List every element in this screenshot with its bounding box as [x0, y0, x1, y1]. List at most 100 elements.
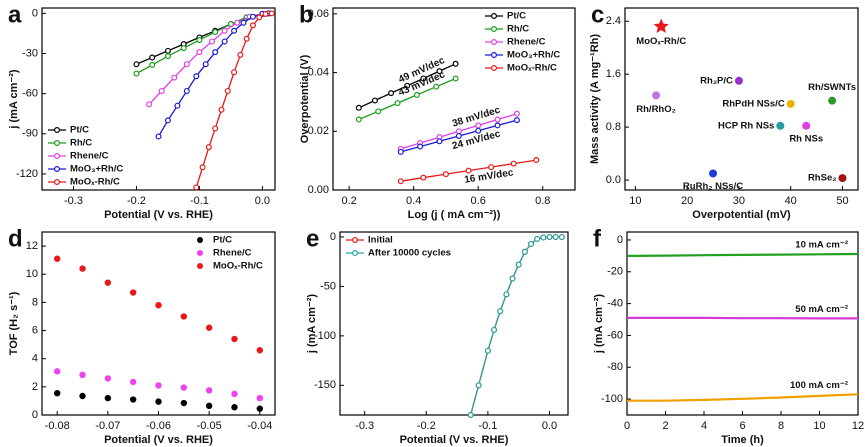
panel-label: d	[8, 225, 23, 252]
legend-label: Rhene/C	[213, 248, 252, 259]
x-tick-label: 10	[813, 420, 825, 432]
point-marker	[488, 164, 495, 171]
x-axis-label: Log (j ( mA cm⁻²))	[408, 209, 501, 221]
legend-marker	[53, 140, 60, 147]
legend-marker	[352, 250, 359, 257]
panel-label: f	[593, 225, 602, 252]
point-marker	[104, 394, 112, 402]
point-marker	[394, 100, 401, 107]
point-marker	[164, 47, 171, 54]
legend-marker	[491, 38, 498, 45]
series-line	[195, 12, 272, 188]
point-marker	[397, 148, 404, 155]
point-marker	[268, 10, 275, 17]
point-marker	[104, 375, 112, 382]
point-marker	[237, 51, 244, 58]
point-marker	[53, 368, 61, 375]
legend-marker	[53, 179, 60, 186]
point-marker	[375, 108, 382, 115]
point-marker	[355, 104, 362, 111]
y-tick-label: 0	[32, 409, 38, 421]
point-marker	[221, 38, 228, 45]
legend-label: Rhene/C	[507, 37, 546, 48]
legend-label: MoOₓ-Rh/C	[70, 177, 120, 188]
point-label: Rh NSs	[789, 133, 823, 144]
legend-label: Pt/C	[213, 235, 232, 246]
y-tick-label: 12	[26, 240, 38, 252]
x-tick-label: -0.06	[146, 420, 171, 432]
y-tick-label: 0.06	[308, 8, 329, 20]
legend-label: Initial	[368, 235, 393, 246]
point-marker	[828, 96, 837, 105]
point-marker	[802, 121, 811, 130]
point-marker	[256, 405, 264, 412]
x-axis-label: Time (h)	[721, 434, 764, 446]
x-axis-label: Potential (V vs. RHE)	[104, 209, 213, 221]
x-tick-label: -0.3	[64, 195, 83, 207]
point-marker	[158, 87, 165, 94]
point-marker	[212, 125, 219, 132]
point-marker	[205, 402, 213, 410]
x-tick-label: -0.04	[247, 420, 272, 432]
y-tick-label: -60	[607, 329, 623, 341]
point-marker	[420, 75, 427, 82]
point-marker	[183, 87, 190, 94]
point-marker	[540, 234, 547, 241]
point-marker	[104, 279, 112, 286]
y-tick-label: 0.8	[606, 121, 621, 133]
point-marker	[193, 73, 200, 80]
point-marker	[521, 248, 528, 255]
point-marker	[202, 61, 209, 68]
x-tick-label: -0.07	[95, 420, 120, 432]
point-marker	[413, 91, 420, 98]
point-marker	[709, 169, 718, 178]
point-marker	[155, 133, 162, 140]
point-marker	[243, 35, 250, 42]
x-tick-label: -0.2	[127, 195, 146, 207]
y-tick-label: 6	[32, 324, 38, 336]
y-axis-label: j (mA cm⁻²)	[8, 69, 20, 130]
point-marker	[256, 14, 263, 21]
legend-marker	[197, 250, 203, 256]
point-marker	[149, 54, 156, 61]
point-marker	[231, 335, 238, 343]
point-marker	[53, 255, 61, 262]
series-line	[626, 252, 859, 257]
y-tick-label: 0	[330, 231, 336, 243]
x-tick-label: 0.4	[406, 195, 421, 207]
point-marker	[420, 174, 427, 181]
legend-label: Rh/C	[507, 24, 529, 35]
legend-marker	[53, 126, 60, 133]
legend-label: MoOₓ-Rh/C	[507, 63, 557, 74]
point-marker	[164, 53, 171, 60]
x-tick-label: 30	[733, 195, 745, 207]
point-marker	[133, 70, 140, 77]
y-tick-label: -100	[601, 393, 623, 405]
point-marker	[436, 68, 443, 75]
point-marker	[193, 184, 200, 191]
y-tick-label: -120	[16, 168, 38, 180]
series-line	[627, 393, 859, 402]
y-tick-label: 0	[617, 234, 623, 246]
x-tick-label: -0.3	[355, 420, 374, 432]
point-marker	[262, 11, 269, 18]
point-marker	[146, 101, 153, 108]
point-marker	[231, 390, 238, 398]
point-marker	[455, 132, 462, 139]
point-marker	[196, 49, 203, 56]
plot-frame	[339, 231, 569, 416]
point-marker	[231, 69, 238, 76]
point-marker	[503, 291, 510, 298]
point-marker	[180, 399, 188, 407]
legend-label: Pt/C	[70, 125, 89, 136]
point-marker	[404, 82, 411, 89]
x-tick-label: 0.6	[471, 195, 486, 207]
y-tick-label: -90	[22, 128, 38, 140]
series-line	[358, 77, 456, 121]
y-tick-label: 0.04	[308, 66, 329, 78]
y-tick-label: 0.02	[308, 125, 329, 137]
point-marker	[129, 396, 137, 403]
x-tick-label: 6	[739, 420, 745, 432]
x-tick-label: -0.1	[478, 420, 497, 432]
y-tick-label: 2	[32, 381, 38, 393]
